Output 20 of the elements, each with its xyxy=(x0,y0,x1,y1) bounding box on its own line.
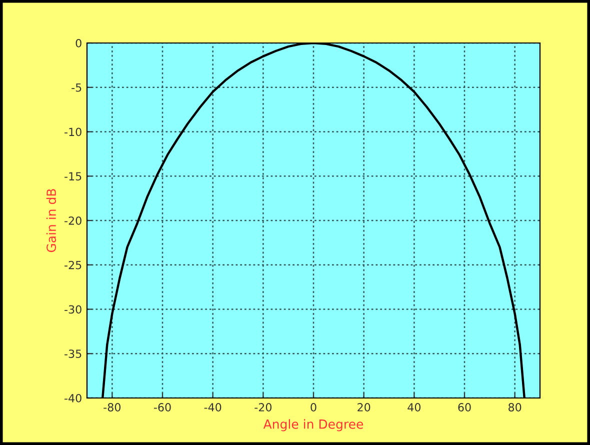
y-axis-title: Gain in dB xyxy=(46,189,56,252)
x-tick-label: -60 xyxy=(154,403,171,412)
x-tick-label: 40 xyxy=(408,403,420,412)
y-tick-label: -35 xyxy=(64,350,82,358)
x-tick-label: 60 xyxy=(458,403,471,412)
y-tick-label: -30 xyxy=(64,305,82,314)
x-tick-label: -20 xyxy=(254,403,272,412)
x-tick-label: 80 xyxy=(508,403,522,412)
y-tick-label: -20 xyxy=(64,216,82,225)
y-tick-label: -40 xyxy=(64,394,82,402)
x-tick-label: 20 xyxy=(358,403,370,412)
x-axis-title: Angle in Degree xyxy=(263,419,364,432)
y-tick-label: -25 xyxy=(64,260,82,270)
y-tick-label: 0 xyxy=(76,38,82,48)
y-tick-label: -5 xyxy=(72,83,82,92)
y-tick-label: -10 xyxy=(64,128,82,136)
y-tick-label: -15 xyxy=(64,172,82,181)
x-tick-label: 0 xyxy=(310,403,316,412)
x-tick-label: -80 xyxy=(104,403,121,412)
x-tick-label: -40 xyxy=(204,403,222,412)
